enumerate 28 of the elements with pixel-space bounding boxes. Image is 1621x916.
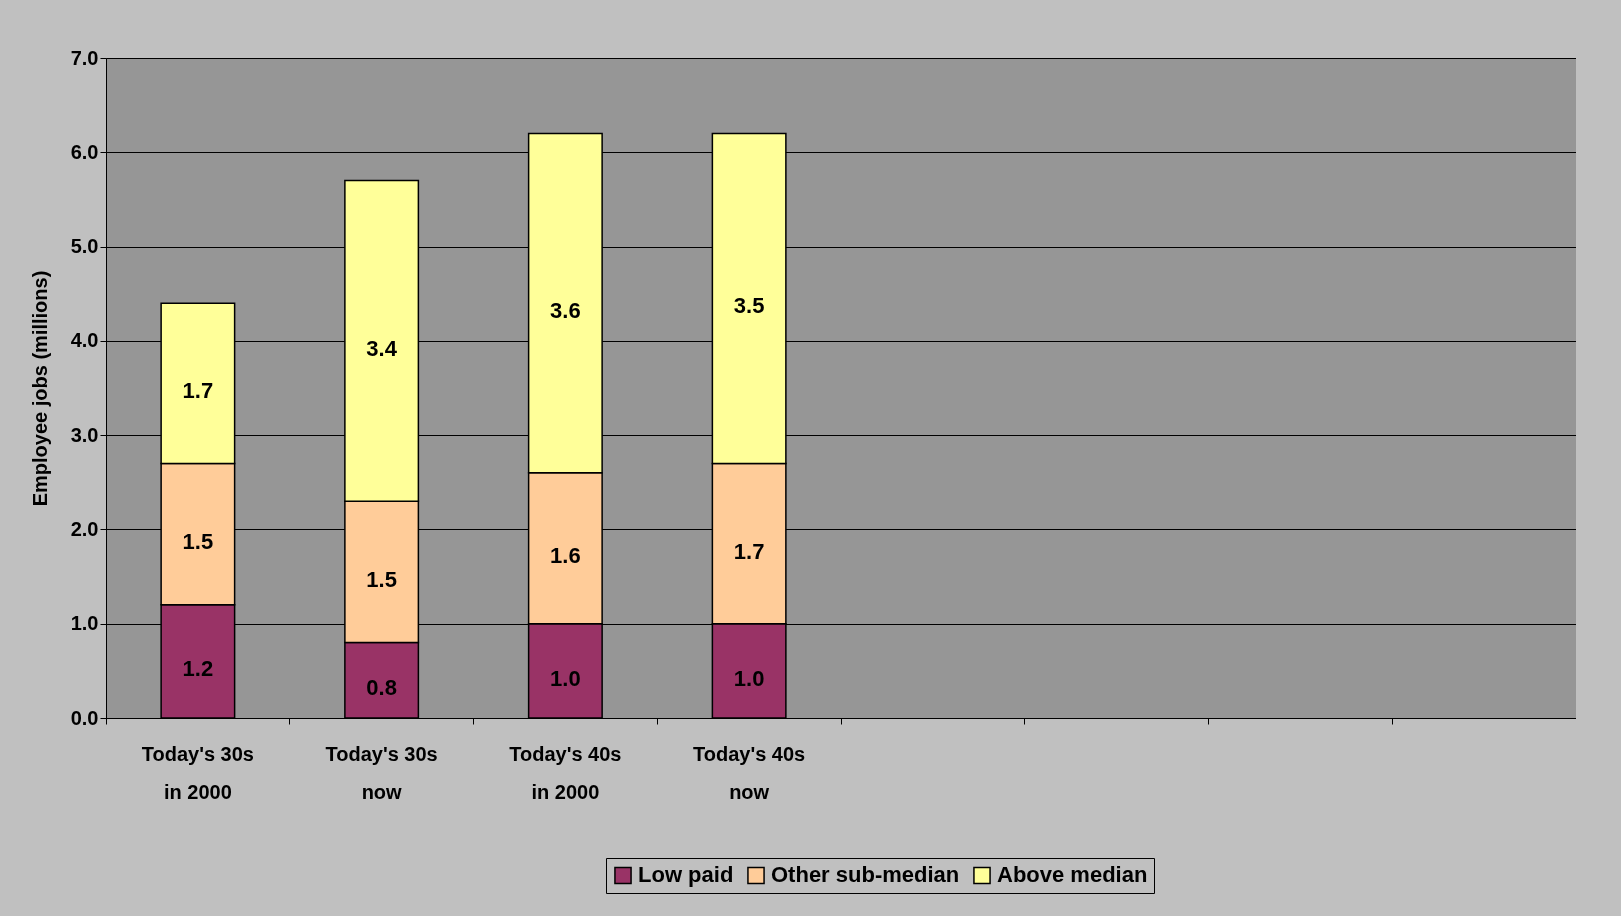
data-label: 1.6 bbox=[550, 543, 581, 569]
data-label: 0.8 bbox=[366, 675, 397, 701]
data-label: 1.5 bbox=[366, 566, 397, 592]
y-tick-label: 5.0 bbox=[70, 235, 99, 258]
y-tick-label: 7.0 bbox=[70, 46, 99, 69]
data-label: 3.5 bbox=[733, 293, 765, 319]
y-tick-label: 0.0 bbox=[70, 706, 99, 729]
data-label: 1.0 bbox=[733, 665, 765, 691]
y-tick-label: 1.0 bbox=[70, 612, 99, 635]
data-label: 1.7 bbox=[733, 538, 765, 564]
data-label: 1.7 bbox=[182, 378, 214, 404]
x-tick-label: Today's 30s in 2000 bbox=[141, 742, 254, 803]
data-label: 3.6 bbox=[550, 298, 581, 324]
legend-label: Above median bbox=[997, 862, 1148, 888]
data-label: 1.5 bbox=[182, 529, 214, 555]
legend-label: Low paid bbox=[638, 862, 734, 888]
data-label: 1.2 bbox=[182, 656, 214, 682]
x-tick-label: Today's 40s in 2000 bbox=[509, 742, 622, 803]
x-tick-label: Today's 30s now bbox=[325, 742, 438, 803]
y-tick-label: 3.0 bbox=[70, 423, 99, 446]
y-tick-label: 6.0 bbox=[70, 140, 99, 163]
y-tick-label: 2.0 bbox=[70, 517, 99, 540]
data-label: 1.0 bbox=[550, 665, 581, 691]
legend-label: Other sub-median bbox=[771, 862, 960, 888]
x-tick-label: Today's 40s now bbox=[693, 742, 806, 803]
y-tick-label: 4.0 bbox=[70, 329, 99, 352]
y-axis-title: Employee jobs (millions) bbox=[28, 270, 51, 507]
data-label: 3.4 bbox=[366, 335, 398, 361]
